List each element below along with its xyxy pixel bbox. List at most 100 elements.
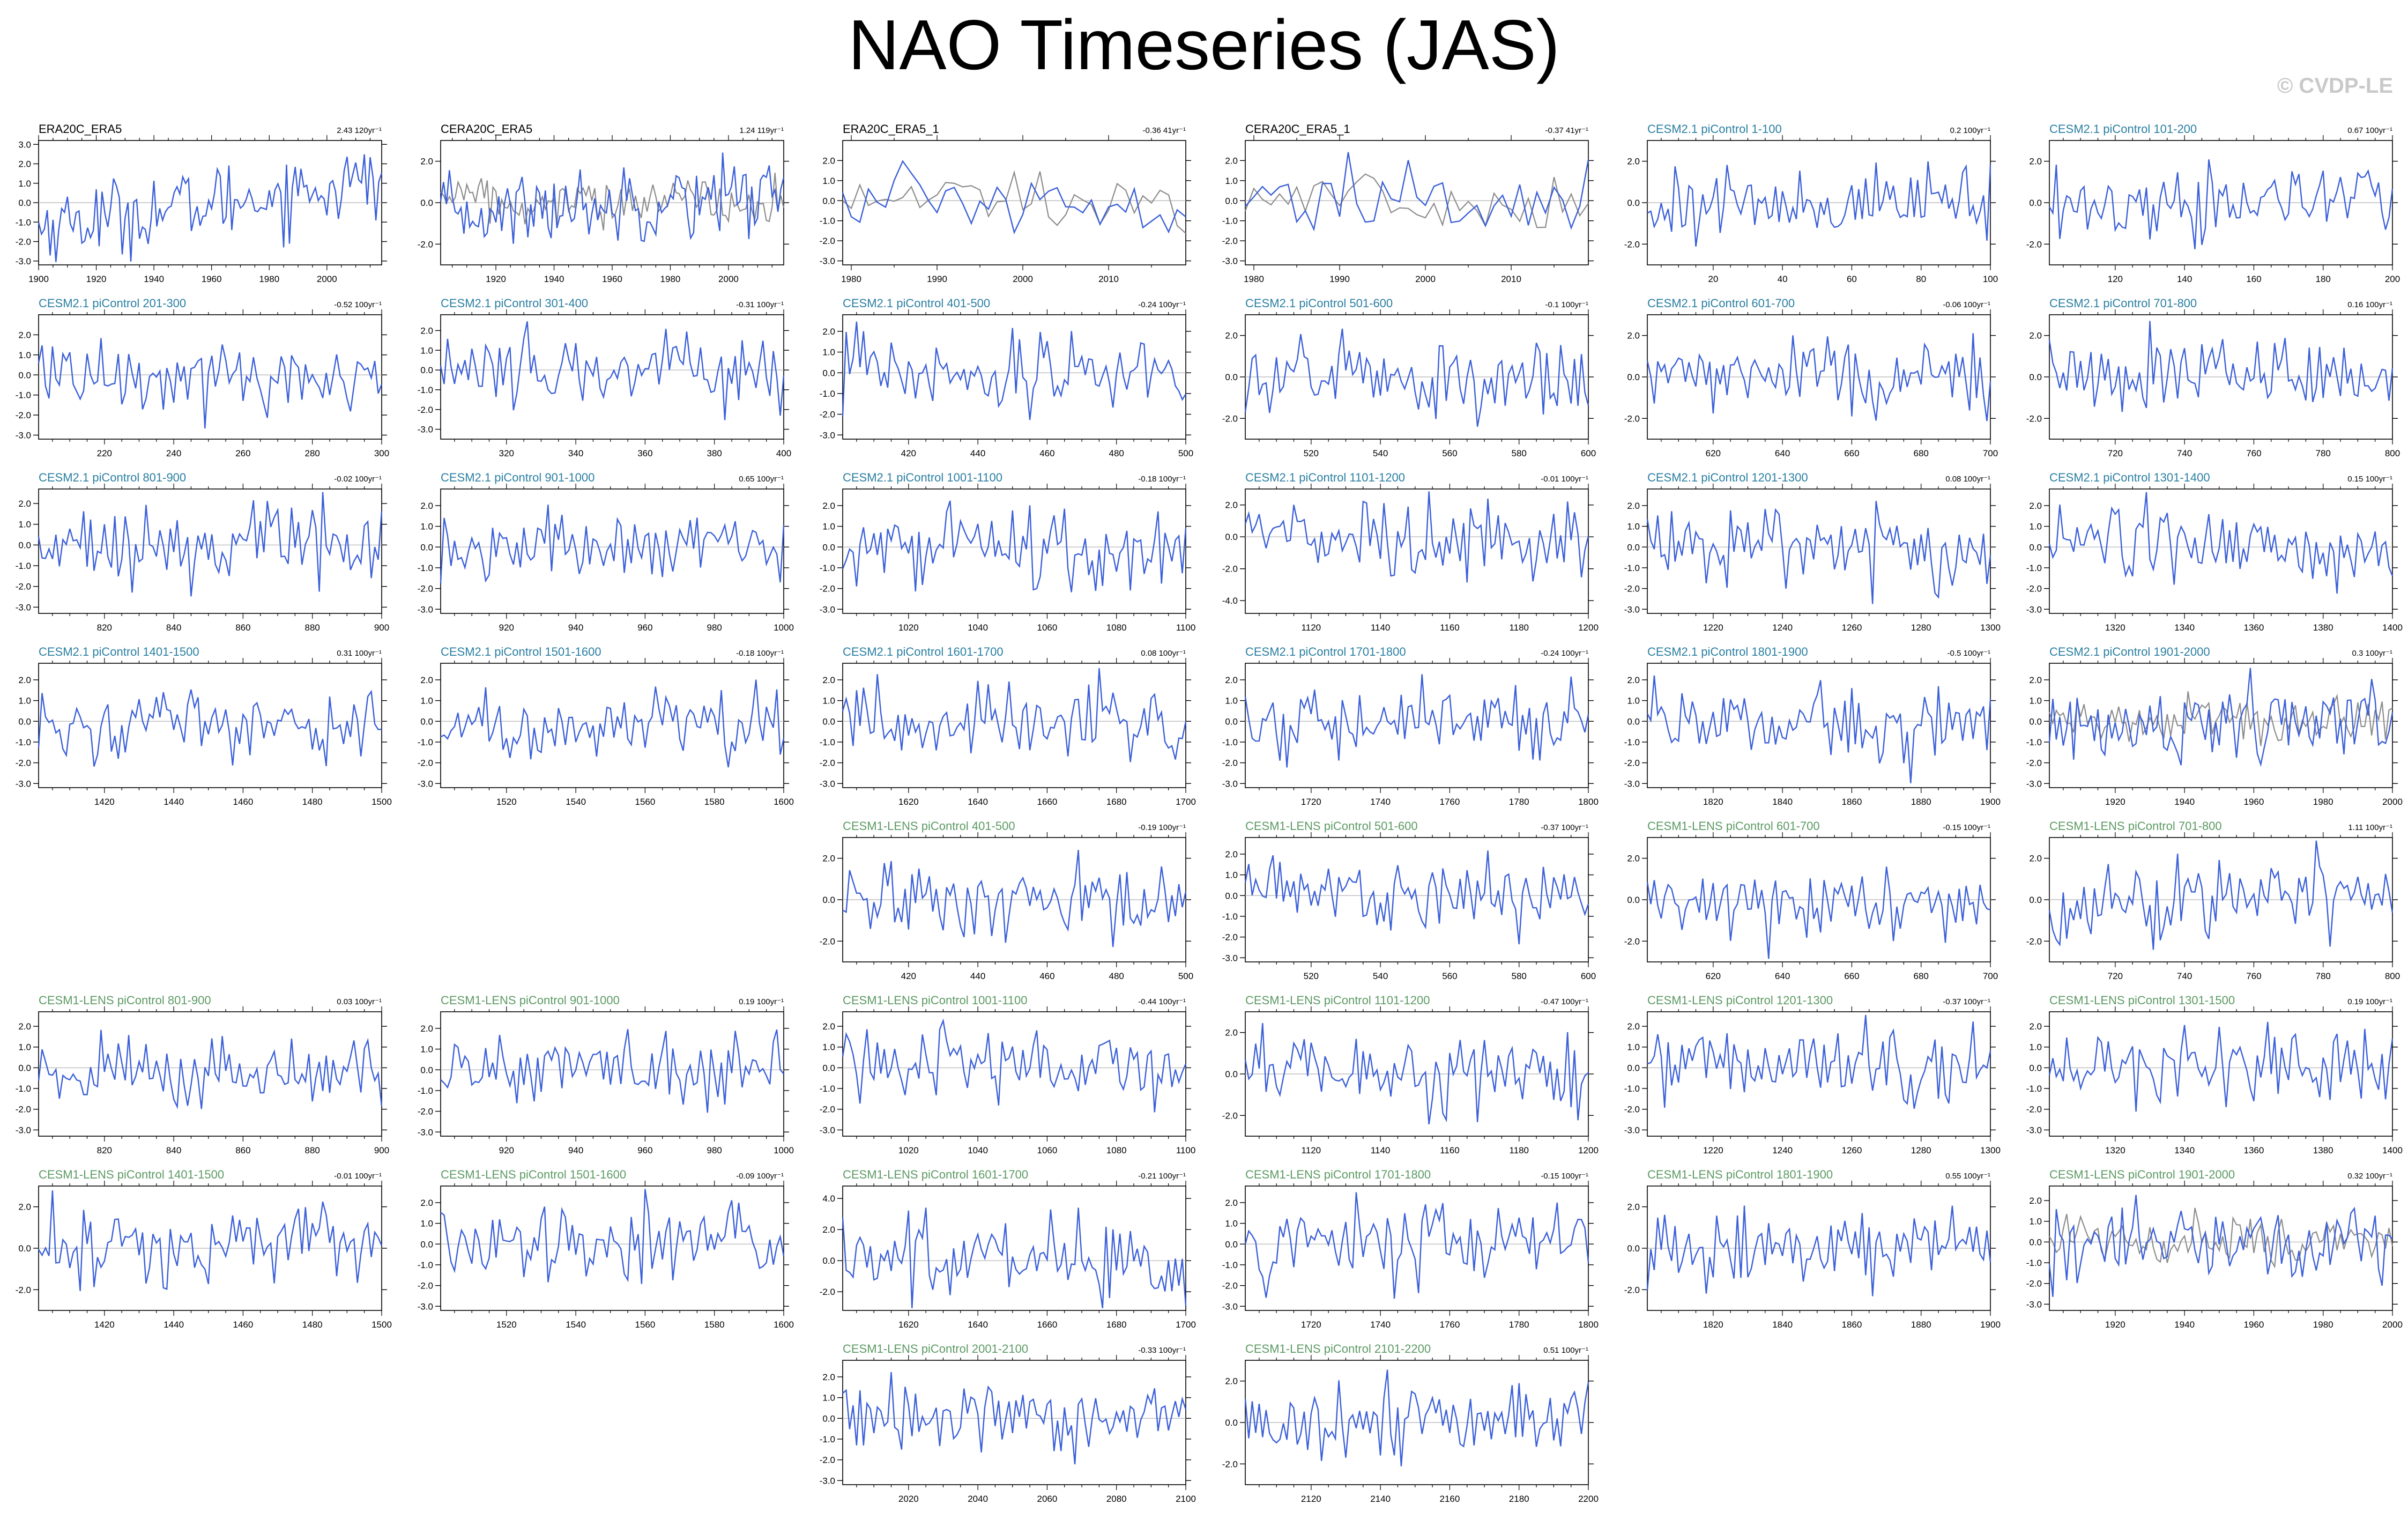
x-tick-label: 1620 bbox=[898, 1320, 919, 1330]
plot-frame bbox=[440, 488, 784, 614]
nao-series-line bbox=[38, 154, 383, 262]
x-tick-label: 240 bbox=[166, 448, 181, 458]
y-tick-label: -4.0 bbox=[1222, 596, 1238, 606]
x-tick-label: 1780 bbox=[1509, 1320, 1529, 1330]
nao-series-line bbox=[842, 160, 1186, 235]
nao-series-line bbox=[1244, 1369, 1589, 1466]
plot-frame bbox=[2049, 663, 2393, 788]
x-tick-label: 1460 bbox=[233, 1320, 254, 1330]
y-tick-label: -3.0 bbox=[16, 779, 31, 789]
panel-trend: -0.18 100yr⁻¹ bbox=[1138, 475, 1186, 484]
panel-trend: -0.01 100yr⁻¹ bbox=[1541, 475, 1588, 484]
y-tick-label: -2.0 bbox=[2026, 239, 2042, 249]
y-tick-label: -3.0 bbox=[1222, 256, 1238, 266]
nao-panel: CESM1-LENS piControl 1001-1100 -0.44 100y… bbox=[820, 994, 1196, 1155]
y-tick-label: -2.0 bbox=[1624, 1105, 1640, 1115]
nao-panel: ERA20C_ERA5 2.43 120yr⁻¹ 3.0 2.0 1.0 0.0 -1.0 -… bbox=[16, 122, 387, 284]
y-tick-label: 1.0 bbox=[2029, 522, 2042, 532]
nao-series-line bbox=[1244, 1023, 1589, 1125]
reference-series-line bbox=[2049, 1207, 2394, 1269]
x-tick-label: 1960 bbox=[2244, 797, 2264, 807]
y-tick-label: -2.0 bbox=[1624, 584, 1640, 594]
panel-title: CESM2.1 piControl 201-300 bbox=[39, 297, 186, 310]
x-tick-label: 1560 bbox=[635, 1320, 656, 1330]
y-tick-label: -2.0 bbox=[1222, 932, 1238, 943]
x-tick-label: 1720 bbox=[1301, 797, 1321, 807]
panel-trend: 0.19 100yr⁻¹ bbox=[739, 997, 784, 1006]
x-tick-label: 740 bbox=[2177, 448, 2192, 458]
x-tick-label: 1260 bbox=[1842, 1145, 1862, 1155]
nao-panel: CESM2.1 piControl 1101-1200 -0.01 100yr⁻¹… bbox=[1222, 471, 1599, 633]
panel-title: CESM1-LENS piControl 1801-1900 bbox=[1647, 1168, 1833, 1181]
panel-title: CESM1-LENS piControl 1001-1100 bbox=[843, 994, 1027, 1007]
y-tick-label: 2.0 bbox=[1225, 1376, 1238, 1387]
x-tick-label: 900 bbox=[374, 1145, 389, 1155]
y-tick-label: 2.0 bbox=[1225, 1028, 1238, 1038]
y-tick-label: -3.0 bbox=[418, 425, 433, 435]
x-tick-label: 160 bbox=[2246, 274, 2261, 284]
x-tick-label: 920 bbox=[499, 623, 514, 633]
y-tick-label: 0.0 bbox=[2029, 716, 2042, 727]
nao-series-line bbox=[440, 679, 785, 768]
nao-series-line bbox=[1647, 1014, 1991, 1109]
y-tick-label: 0.0 bbox=[420, 365, 433, 375]
plot-frame bbox=[842, 1360, 1186, 1485]
x-tick-label: 1640 bbox=[968, 797, 988, 807]
y-tick-label: -3.0 bbox=[820, 430, 835, 440]
x-tick-label: 1660 bbox=[1037, 797, 1058, 807]
y-tick-label: 0.0 bbox=[1225, 891, 1238, 901]
x-tick-label: 400 bbox=[776, 448, 791, 458]
nao-panel: CESM2.1 piControl 901-1000 0.65 100yr⁻¹ 2.… bbox=[418, 471, 794, 633]
x-tick-label: 1560 bbox=[635, 797, 656, 807]
y-tick-label: 1.0 bbox=[2029, 1042, 2042, 1053]
y-tick-label: 2.0 bbox=[822, 1372, 835, 1382]
x-tick-label: 720 bbox=[2108, 448, 2123, 458]
panel-title: CESM2.1 piControl 1001-1100 bbox=[843, 471, 1002, 484]
x-tick-label: 1780 bbox=[1509, 797, 1529, 807]
panel-title: CESM2.1 piControl 1701-1800 bbox=[1245, 645, 1406, 658]
panel-title: CESM2.1 piControl 901-1000 bbox=[441, 471, 594, 484]
y-tick-label: 2.0 bbox=[822, 155, 835, 166]
x-tick-label: 840 bbox=[166, 623, 181, 633]
x-tick-label: 1960 bbox=[202, 274, 222, 284]
x-tick-label: 800 bbox=[2385, 971, 2400, 981]
x-tick-label: 2180 bbox=[1509, 1494, 1529, 1504]
x-tick-label: 2160 bbox=[1440, 1494, 1460, 1504]
x-tick-label: 460 bbox=[1039, 448, 1054, 458]
nao-panel: CESM1-LENS piControl 2101-2200 0.51 100yr… bbox=[1222, 1342, 1599, 1504]
y-tick-label: 2.0 bbox=[420, 325, 433, 336]
panel-trend: -0.37 41yr⁻¹ bbox=[1545, 126, 1588, 135]
y-tick-label: 2.0 bbox=[1627, 331, 1640, 341]
panel-trend: 0.3 100yr⁻¹ bbox=[2352, 649, 2392, 658]
x-tick-label: 1140 bbox=[1371, 623, 1391, 633]
y-tick-label: 2.0 bbox=[2029, 331, 2042, 341]
nao-panel: CESM2.1 piControl 601-700 -0.06 100yr⁻¹ 2.… bbox=[1624, 297, 1998, 458]
y-tick-label: 2.0 bbox=[1225, 1198, 1238, 1208]
x-tick-label: 2020 bbox=[898, 1494, 919, 1504]
nao-panel: CESM2.1 piControl 801-900 -0.02 100yr⁻¹ 2.… bbox=[16, 471, 389, 633]
x-tick-label: 1580 bbox=[704, 797, 725, 807]
y-tick-label: -1.0 bbox=[820, 737, 835, 747]
x-tick-label: 1920 bbox=[2105, 1320, 2125, 1330]
panel-trend: -0.24 100yr⁻¹ bbox=[1541, 649, 1588, 658]
x-tick-label: 1340 bbox=[2174, 1145, 2195, 1155]
x-tick-label: 1300 bbox=[1980, 1145, 2001, 1155]
y-tick-label: -1.0 bbox=[820, 1084, 835, 1094]
x-tick-label: 20 bbox=[1708, 274, 1718, 284]
nao-series-line bbox=[1646, 675, 1991, 783]
nao-series-line bbox=[440, 505, 785, 583]
x-tick-label: 940 bbox=[568, 1145, 583, 1155]
y-tick-label: -1.0 bbox=[820, 389, 835, 399]
x-tick-label: 1860 bbox=[1842, 797, 1862, 807]
nao-series-line bbox=[2048, 1021, 2394, 1112]
x-tick-label: 1420 bbox=[94, 1320, 115, 1330]
panel-trend: 2.43 120yr⁻¹ bbox=[337, 126, 382, 135]
y-tick-label: 2.0 bbox=[822, 675, 835, 685]
y-tick-label: -2.0 bbox=[2026, 1279, 2042, 1289]
nao-panel: CESM1-LENS piControl 601-700 -0.15 100yr⁻… bbox=[1624, 819, 1998, 981]
y-tick-label: 0.0 bbox=[822, 1413, 835, 1424]
panel-trend: 0.65 100yr⁻¹ bbox=[739, 475, 784, 484]
y-tick-label: -1.0 bbox=[16, 217, 31, 227]
x-tick-label: 760 bbox=[2246, 448, 2261, 458]
y-tick-label: -2.0 bbox=[418, 1281, 433, 1291]
